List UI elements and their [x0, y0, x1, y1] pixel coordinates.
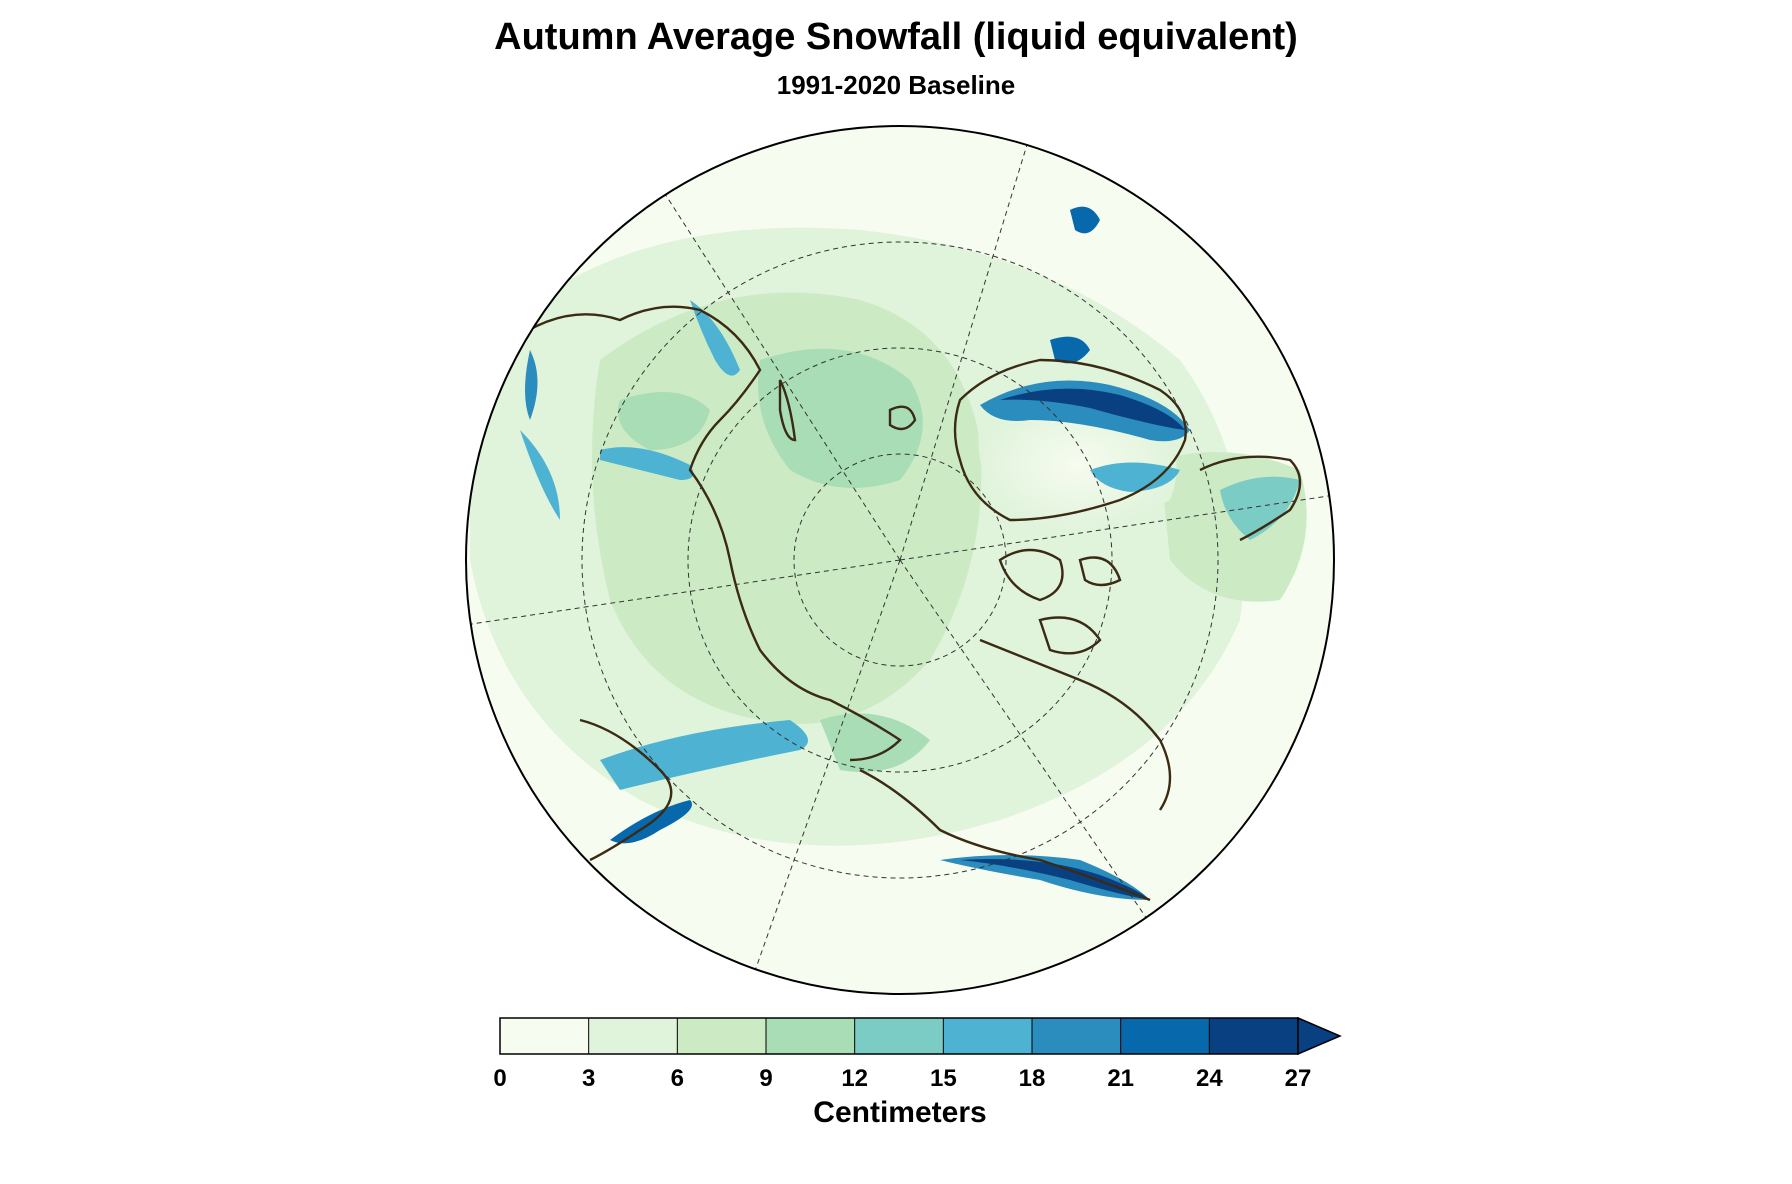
map-border — [465, 125, 1335, 995]
colorbar-swatch — [1032, 1018, 1122, 1054]
snowfall-field — [470, 206, 1307, 900]
colorbar-tick-label: 21 — [1107, 1065, 1134, 1092]
colorbar-label: Centimeters — [813, 1096, 986, 1129]
coastlines — [499, 305, 1302, 902]
graticule — [466, 134, 1334, 986]
colorbar-extend-arrow — [1297, 1016, 1342, 1056]
colorbar-tick-label: 0 — [493, 1065, 506, 1092]
colorbar-swatch — [943, 1018, 1033, 1054]
colorbar-swatch — [677, 1018, 767, 1054]
colorbar-tick-label: 27 — [1285, 1065, 1312, 1092]
colorbar-swatch — [1120, 1018, 1210, 1054]
colorbar-swatch — [500, 1018, 590, 1054]
colorbar-tick-label: 24 — [1196, 1065, 1223, 1092]
colorbar-tick-label: 12 — [841, 1065, 868, 1092]
colorbar-swatch — [588, 1018, 678, 1054]
colorbar-swatch — [1209, 1018, 1299, 1054]
colorbar-swatch — [766, 1018, 856, 1054]
colorbar-tick-label: 18 — [1019, 1065, 1046, 1092]
colorbar-ticks: 0 3 6 9 12 15 18 21 24 27 — [493, 1065, 1311, 1092]
colorbar-swatches — [500, 1018, 1299, 1054]
colorbar-tick-label: 15 — [930, 1065, 957, 1092]
colorbar-tick-label: 9 — [759, 1065, 772, 1092]
colorbar-swatch — [854, 1018, 944, 1054]
colorbar-tick-label: 6 — [671, 1065, 684, 1092]
map-subtitle: 1991-2020 Baseline — [776, 70, 1016, 100]
colorbar-tick-label: 3 — [582, 1065, 595, 1092]
map-title: Autumn Average Snowfall (liquid equivale… — [494, 16, 1298, 58]
